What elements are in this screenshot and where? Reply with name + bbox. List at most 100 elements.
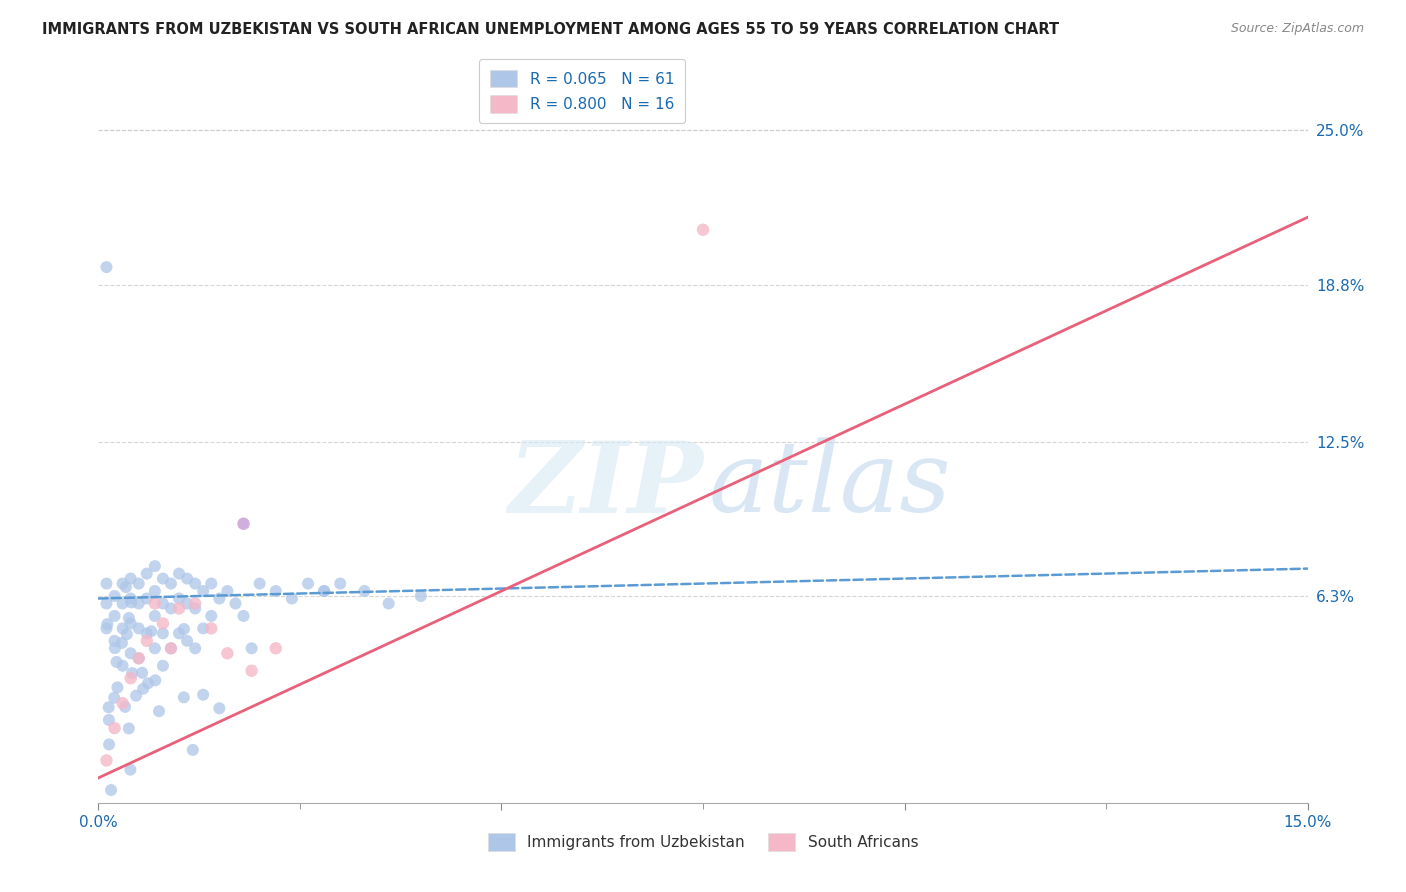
Legend: Immigrants from Uzbekistan, South Africans: Immigrants from Uzbekistan, South Africa… (478, 824, 928, 860)
Point (103, 633, 125, 648)
Point (97, 713, 120, 727)
Point (160, 576, 183, 591)
Point (96, 617, 118, 632)
Point (118, 611, 141, 625)
Point (103, 690, 125, 705)
Point (173, 622, 195, 636)
Text: IMMIGRANTS FROM UZBEKISTAN VS SOUTH AFRICAN UNEMPLOYMENT AMONG AGES 55 TO 59 YEA: IMMIGRANTS FROM UZBEKISTAN VS SOUTH AFRI… (42, 22, 1059, 37)
Point (200, 576, 222, 591)
Point (97, 700, 120, 714)
Point (152, 597, 174, 611)
Point (232, 609, 254, 624)
Point (103, 589, 125, 603)
Point (103, 609, 125, 624)
Point (314, 584, 336, 599)
Point (111, 576, 134, 591)
Point (111, 597, 134, 611)
Point (111, 696, 134, 710)
Point (217, 584, 239, 599)
Point (143, 641, 166, 656)
Point (240, 641, 263, 656)
Point (135, 591, 157, 606)
Point (143, 609, 166, 624)
Point (176, 597, 198, 611)
Point (105, 655, 128, 669)
Point (96, 621, 118, 635)
Point (240, 664, 263, 678)
Point (353, 584, 375, 599)
Point (217, 646, 239, 660)
Point (120, 595, 142, 609)
Point (152, 658, 174, 673)
Point (143, 559, 166, 574)
Point (100, 783, 122, 797)
Point (96, 597, 118, 611)
Point (249, 576, 271, 591)
Point (128, 576, 150, 591)
Point (141, 624, 163, 639)
Point (264, 584, 287, 599)
Point (104, 641, 127, 656)
Point (135, 626, 157, 640)
Point (120, 763, 142, 777)
Point (98, 738, 121, 752)
Point (118, 722, 141, 736)
Point (193, 621, 215, 635)
Point (143, 673, 166, 688)
Point (128, 621, 150, 635)
Point (314, 584, 336, 599)
Point (114, 699, 136, 714)
Point (232, 516, 254, 531)
Point (264, 641, 287, 656)
Point (120, 646, 142, 660)
Point (329, 576, 352, 591)
Point (224, 597, 246, 611)
Point (377, 597, 399, 611)
Point (297, 576, 319, 591)
Point (191, 688, 214, 702)
Point (115, 627, 138, 641)
Point (96, 754, 118, 768)
Point (125, 689, 148, 703)
Point (121, 666, 143, 681)
Point (148, 704, 170, 718)
Point (193, 584, 215, 599)
Point (184, 601, 207, 615)
Text: atlas: atlas (709, 437, 952, 533)
Point (131, 665, 153, 680)
Point (107, 681, 129, 695)
Point (120, 671, 142, 685)
Point (132, 681, 155, 696)
Point (103, 721, 125, 735)
Point (152, 616, 174, 631)
Point (135, 566, 157, 581)
Text: Source: ZipAtlas.com: Source: ZipAtlas.com (1230, 22, 1364, 36)
Point (120, 591, 142, 606)
Point (409, 589, 432, 603)
Point (173, 690, 195, 705)
Point (176, 633, 198, 648)
Point (184, 597, 207, 611)
Point (281, 591, 304, 606)
Point (152, 572, 174, 586)
Point (128, 651, 150, 665)
Point (167, 591, 190, 606)
Point (111, 636, 134, 650)
Point (160, 641, 183, 656)
Point (692, 223, 714, 237)
Point (128, 651, 150, 665)
Text: ZIP: ZIP (508, 437, 703, 533)
Point (184, 576, 207, 591)
Point (208, 701, 231, 715)
Point (167, 626, 190, 640)
Point (96, 576, 118, 591)
Point (160, 641, 183, 656)
Point (135, 633, 157, 648)
Point (181, 743, 204, 757)
Point (176, 572, 198, 586)
Point (167, 566, 190, 581)
Point (128, 597, 150, 611)
Point (136, 676, 159, 690)
Point (111, 621, 134, 635)
Point (160, 601, 183, 615)
